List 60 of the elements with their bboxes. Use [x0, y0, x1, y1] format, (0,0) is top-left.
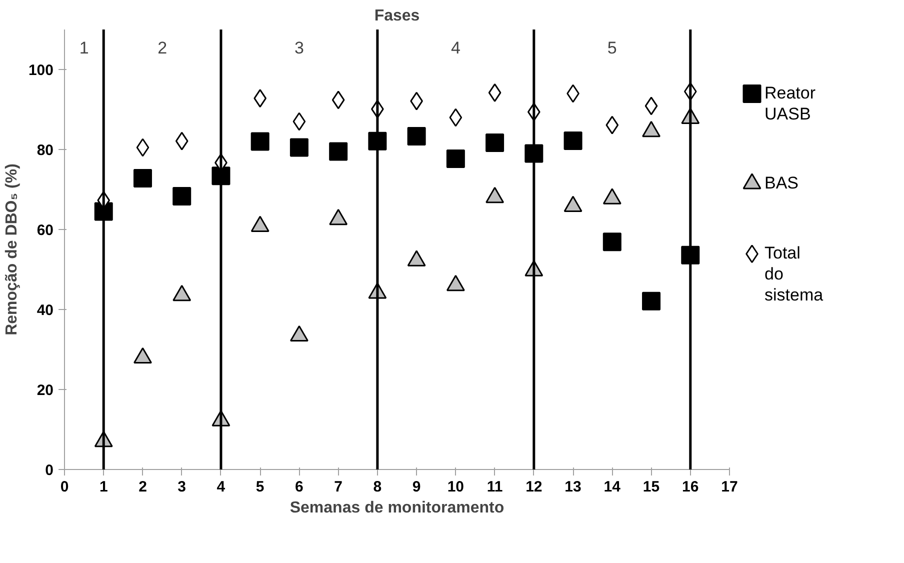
- x-tick-label: 15: [642, 478, 660, 496]
- point: [564, 131, 582, 150]
- y-tick-label: 100: [28, 62, 54, 79]
- point: [292, 112, 306, 131]
- point: [290, 138, 308, 157]
- point: [606, 116, 619, 134]
- point: [407, 127, 426, 146]
- x-tick-label: 16: [682, 478, 699, 496]
- point: [446, 149, 465, 168]
- x-tick-label: 17: [721, 478, 738, 496]
- point: [332, 90, 345, 110]
- point: [133, 347, 152, 364]
- x-tick-label: 14: [604, 478, 622, 496]
- annotation: 5: [607, 38, 617, 58]
- x-tick-label: 5: [256, 478, 264, 496]
- x-tick-label: 1: [99, 478, 108, 496]
- annotation: 3: [294, 38, 304, 58]
- point: [407, 250, 426, 266]
- y-tick-label: 0: [45, 462, 54, 479]
- x-tick-label: 13: [564, 478, 582, 496]
- x-axis-title: Semanas de monitoramento: [290, 500, 504, 516]
- x-tick-label: 3: [178, 478, 186, 496]
- x-tick-label: 4: [216, 478, 226, 496]
- annotation: 2: [158, 38, 168, 58]
- point: [488, 83, 502, 102]
- point: [136, 138, 150, 157]
- annotation: 1: [79, 38, 89, 58]
- legend-label: BAS: [764, 173, 799, 192]
- point: [449, 108, 462, 127]
- x-tick-label: 2: [138, 478, 147, 496]
- legend-label: Total do sistema: [764, 244, 824, 304]
- point: [486, 133, 504, 152]
- point: [133, 169, 152, 188]
- point: [644, 96, 658, 116]
- x-tick-label: 6: [295, 478, 304, 496]
- x-tick-label: 7: [334, 478, 342, 496]
- y-tick-label: 60: [36, 222, 54, 239]
- x-tick-label: 11: [486, 478, 503, 496]
- x-tick-label: 9: [412, 478, 421, 496]
- point: [254, 89, 267, 108]
- x-tick-label: 0: [60, 478, 69, 496]
- y-tick-label: 40: [36, 302, 54, 319]
- point: [172, 187, 192, 206]
- point: [175, 132, 188, 150]
- chart-title: Fases: [374, 8, 420, 24]
- legend-label: Reator UASB: [764, 83, 816, 124]
- point: [642, 292, 661, 310]
- point: [172, 284, 192, 302]
- y-axis-title: Remoção de DBO₅ (%): [3, 164, 20, 336]
- point: [250, 132, 270, 151]
- y-tick-label: 80: [36, 142, 54, 159]
- y-tick-label: 20: [36, 382, 54, 399]
- x-tick-label: 12: [526, 478, 542, 496]
- point: [290, 325, 308, 342]
- point: [329, 142, 348, 161]
- x-tick-label: 10: [447, 478, 464, 496]
- annotation: 4: [450, 38, 460, 58]
- x-tick-label: 8: [373, 478, 382, 496]
- point: [446, 274, 465, 292]
- point: [602, 232, 622, 252]
